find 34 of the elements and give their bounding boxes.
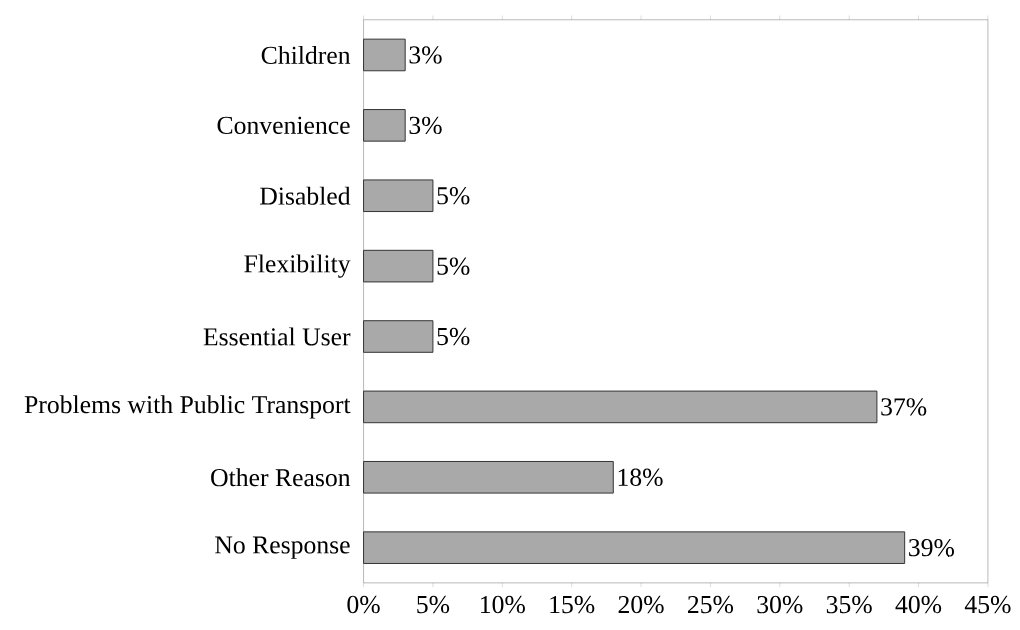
y-tick-label: Flexibility bbox=[244, 254, 351, 278]
data-label: 3% bbox=[409, 46, 442, 64]
x-tick-label: 25% bbox=[688, 595, 734, 614]
data-label: 37% bbox=[881, 398, 927, 416]
bar bbox=[363, 390, 878, 424]
data-label: 5% bbox=[437, 186, 470, 205]
bar bbox=[363, 531, 906, 564]
y-tick-label: No Response bbox=[215, 536, 350, 559]
data-label: 18% bbox=[618, 468, 663, 486]
data-label: 39% bbox=[909, 538, 955, 557]
data-label: 3% bbox=[409, 116, 442, 134]
bar bbox=[363, 38, 406, 72]
data-label: 5% bbox=[437, 257, 470, 275]
data-label: 5% bbox=[437, 327, 470, 346]
y-tick-label: Problems with Public Transport bbox=[24, 395, 351, 419]
x-tick-label: 5% bbox=[417, 595, 450, 614]
y-tick-label: Other Reason bbox=[211, 468, 351, 487]
y-tick-label: Children bbox=[261, 45, 351, 64]
y-tick-label: Convenience bbox=[217, 116, 350, 134]
bar bbox=[363, 249, 434, 283]
y-tick-label: Disabled bbox=[260, 186, 351, 205]
x-tick-label: 10% bbox=[481, 595, 525, 614]
x-tick-label: 0% bbox=[347, 595, 380, 614]
x-tick-label: 20% bbox=[618, 595, 664, 614]
x-tick-label: 45% bbox=[964, 595, 1011, 614]
x-tick-label: 15% bbox=[550, 595, 595, 614]
bar bbox=[363, 179, 434, 212]
x-tick-label: 30% bbox=[757, 595, 803, 614]
bar bbox=[363, 460, 614, 494]
bar bbox=[363, 320, 434, 353]
x-tick-label: 35% bbox=[826, 595, 872, 614]
y-tick-label: Essential User bbox=[203, 327, 351, 346]
bar bbox=[363, 108, 406, 142]
x-tick-label: 40% bbox=[895, 595, 942, 614]
